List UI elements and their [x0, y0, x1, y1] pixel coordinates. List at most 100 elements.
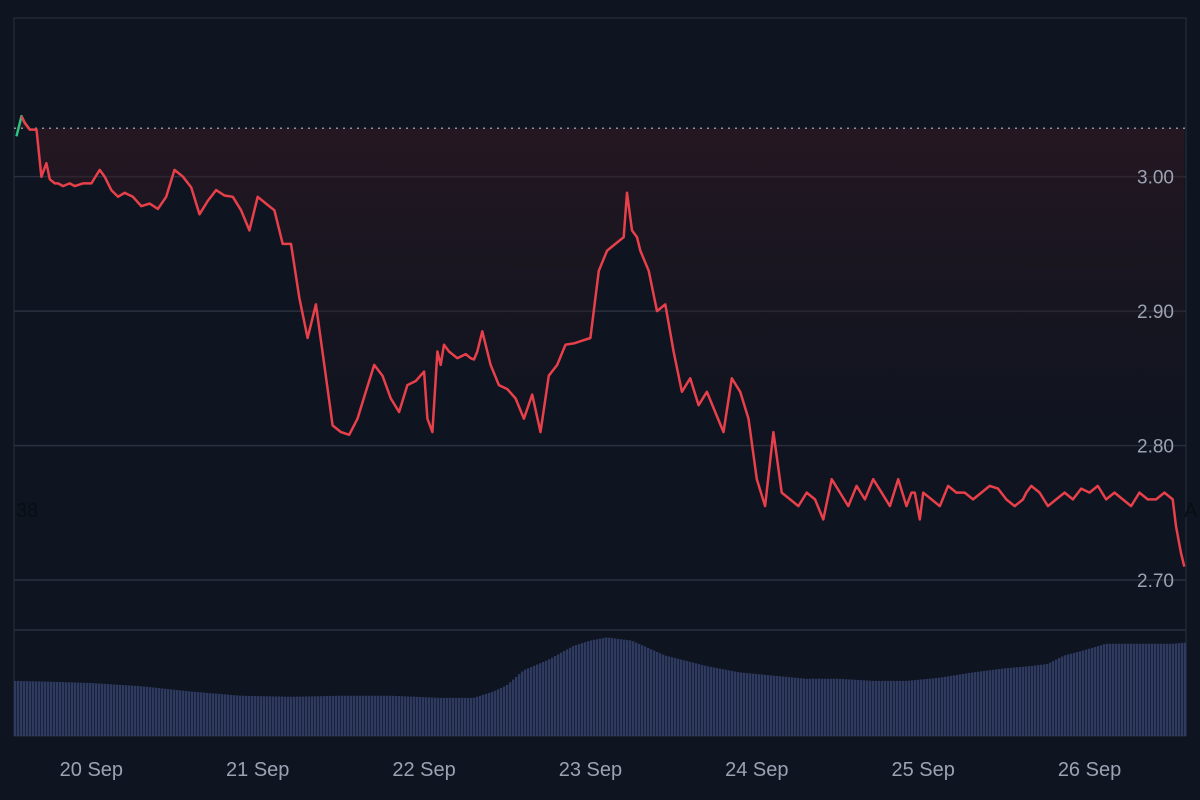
volume-bar [344, 695, 347, 736]
volume-bar [737, 672, 740, 736]
volume-bar [974, 672, 977, 736]
volume-bar [578, 644, 581, 736]
volume-bar [512, 679, 515, 736]
volume-bar [1037, 665, 1040, 736]
volume-bar [158, 688, 161, 736]
volume-bar [752, 673, 755, 736]
volume-bar [740, 672, 743, 736]
volume-bar [626, 640, 629, 736]
price-area-fill [16, 116, 1185, 567]
volume-bar [767, 675, 770, 736]
volume-bar [602, 638, 605, 736]
volume-bar [308, 696, 311, 736]
volume-bar [404, 696, 407, 736]
volume-bar [686, 661, 689, 736]
volume-bar [152, 687, 155, 736]
volume-bar [860, 680, 863, 736]
volume-bar [551, 657, 554, 736]
volume-bar [263, 696, 266, 736]
volume-bar [1070, 653, 1073, 736]
volume-bar [29, 681, 32, 736]
volume-bar [596, 639, 599, 736]
volume-bar [293, 696, 296, 736]
volume-bar [239, 695, 242, 736]
volume-bar [857, 679, 860, 736]
volume-bar [641, 645, 644, 736]
volume-bar [1088, 648, 1091, 736]
volume-bar [932, 678, 935, 736]
volume-bar [971, 672, 974, 736]
volume-bar [782, 676, 785, 736]
volume-bar [914, 680, 917, 736]
volume-bar [71, 682, 74, 736]
volume-bar [539, 663, 542, 736]
volume-bar [1130, 643, 1133, 736]
volume-bar [758, 674, 761, 736]
volume-bar [797, 677, 800, 736]
volume-bar [776, 675, 779, 736]
volume-bar [236, 695, 239, 736]
volume-bar [128, 685, 131, 736]
volume-bar [665, 655, 668, 736]
volume-bar [1064, 655, 1067, 736]
volume-bar [824, 678, 827, 736]
y-tick-label: 2.80 [1137, 437, 1174, 458]
volume-bar [524, 669, 527, 736]
volume-bar [908, 680, 911, 736]
volume-bar [773, 675, 776, 736]
volume-bar [851, 679, 854, 736]
volume-bar [692, 662, 695, 736]
volume-bar [785, 676, 788, 736]
volume-bars [14, 637, 1187, 736]
volume-bar [1166, 643, 1169, 736]
volume-bar [1112, 643, 1115, 736]
volume-bar [545, 660, 548, 736]
volume-bar [419, 696, 422, 736]
volume-bar [266, 696, 269, 736]
volume-bar [491, 691, 494, 736]
volume-bar [980, 671, 983, 736]
volume-bar [1013, 667, 1016, 736]
volume-bar [899, 680, 902, 736]
volume-bar [413, 696, 416, 736]
volume-bar [221, 694, 224, 736]
volume-bar [299, 696, 302, 736]
volume-bar [833, 678, 836, 736]
volume-bar [257, 696, 260, 736]
volume-bar [446, 697, 449, 736]
volume-bar [719, 668, 722, 736]
volume-bar [716, 668, 719, 736]
volume-bar [962, 673, 965, 736]
volume-bar [566, 649, 569, 736]
volume-bar [536, 664, 539, 736]
volume-bar [929, 678, 932, 736]
volume-bar [44, 681, 47, 736]
volume-bar [113, 684, 116, 736]
volume-bar [377, 695, 380, 736]
volume-bar [683, 660, 686, 736]
volume-bar [542, 661, 545, 736]
volume-bar [443, 697, 446, 736]
volume-bar [575, 645, 578, 736]
volume-bar [839, 678, 842, 736]
volume-bar [1178, 643, 1181, 736]
volume-bar [1136, 643, 1139, 736]
volume-bar [398, 696, 401, 736]
volume-bar [884, 680, 887, 736]
volume-bar [1058, 658, 1061, 736]
volume-bar [218, 693, 221, 736]
volume-bar [629, 640, 632, 736]
volume-bar [1163, 643, 1166, 736]
volume-bar [497, 689, 500, 736]
volume-bar [806, 678, 809, 736]
volume-bar [56, 681, 59, 736]
volume-bar [341, 695, 344, 736]
volume-bar [527, 668, 530, 736]
volume-bar [938, 677, 941, 736]
volume-bar [1022, 666, 1025, 736]
volume-bar [233, 695, 236, 736]
volume-bar [674, 658, 677, 736]
y-tick-label: 2.90 [1137, 302, 1174, 323]
volume-bar [14, 680, 17, 736]
